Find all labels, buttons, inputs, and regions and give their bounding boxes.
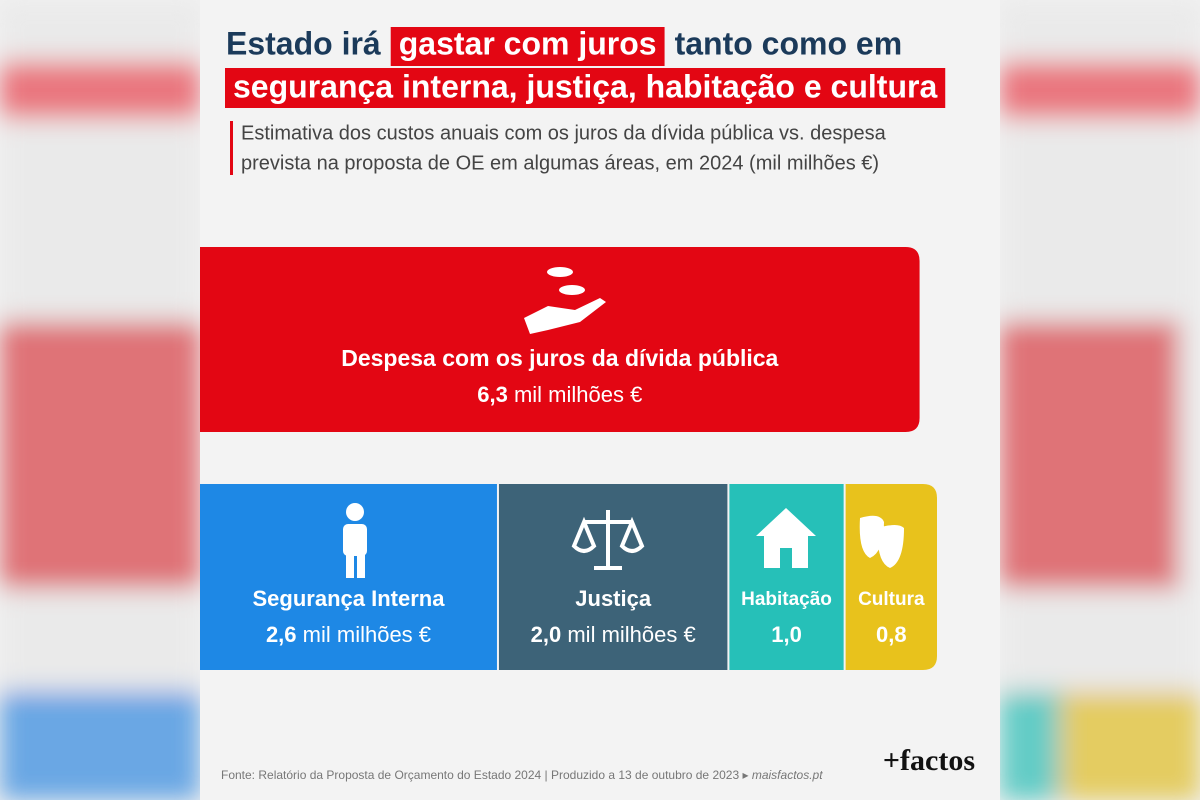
subtitle: prevista na proposta de OE em algumas ár… bbox=[241, 152, 879, 174]
title-text: segurança interna, justiça, habitação e … bbox=[233, 68, 937, 104]
coin-icon bbox=[559, 285, 585, 295]
title-text: tanto como em bbox=[675, 25, 903, 61]
icons bbox=[343, 267, 904, 578]
title-text: gastar com juros bbox=[399, 25, 657, 61]
block-name: Justiça bbox=[575, 586, 652, 611]
police-icon bbox=[343, 524, 367, 556]
value-label: 1,0 bbox=[771, 622, 802, 647]
block-name: Habitação bbox=[741, 589, 832, 610]
value-label: 2,6 mil milhões € bbox=[266, 622, 431, 647]
block-name: Cultura bbox=[858, 589, 925, 610]
blocks: Despesa com os juros da dívida pública 6,… bbox=[200, 247, 937, 670]
title-highlight bbox=[225, 68, 946, 108]
value: 2,0 bbox=[531, 622, 562, 647]
unit: mil milhões € bbox=[303, 622, 431, 647]
house-icon bbox=[756, 508, 816, 568]
scales-icon bbox=[571, 510, 645, 570]
value-label: 0,8 bbox=[876, 622, 907, 647]
site: maisfactos.pt bbox=[752, 768, 823, 782]
value: 1,0 bbox=[771, 622, 802, 647]
police-icon bbox=[357, 554, 365, 578]
coin-icon bbox=[547, 267, 573, 277]
logo: +factos bbox=[883, 744, 975, 777]
title-highlight bbox=[390, 27, 665, 66]
value-label: 6,3 mil milhões € bbox=[477, 382, 642, 407]
hand-icon bbox=[524, 298, 606, 334]
value: 6,3 bbox=[477, 382, 508, 407]
house-icon bbox=[780, 548, 792, 568]
block-name: Segurança Interna bbox=[253, 586, 446, 611]
title-text: Estado irá bbox=[226, 25, 381, 61]
value-label: 2,0 mil milhões € bbox=[531, 622, 696, 647]
footer-source: Fonte: Relatório da Proposta de Orçament… bbox=[221, 768, 823, 782]
source: Fonte: Relatório da Proposta de Orçament… bbox=[221, 768, 749, 782]
unit: mil milhões € bbox=[514, 382, 642, 407]
masks-icon bbox=[859, 515, 904, 568]
subtitle-bar bbox=[230, 121, 233, 175]
unit: mil milhões € bbox=[567, 622, 695, 647]
block bbox=[498, 484, 728, 670]
total-name: Despesa com os juros da dívida pública bbox=[341, 345, 778, 371]
subtitle: Estimativa dos custos anuais com os juro… bbox=[241, 122, 887, 144]
value: 0,8 bbox=[876, 622, 907, 647]
value: 2,6 bbox=[266, 622, 297, 647]
total-block bbox=[200, 247, 920, 432]
police-icon bbox=[346, 503, 364, 521]
block bbox=[729, 484, 844, 670]
title: Estado irá gastar com juros tanto como em s… bbox=[225, 25, 946, 108]
police-icon bbox=[346, 554, 354, 578]
